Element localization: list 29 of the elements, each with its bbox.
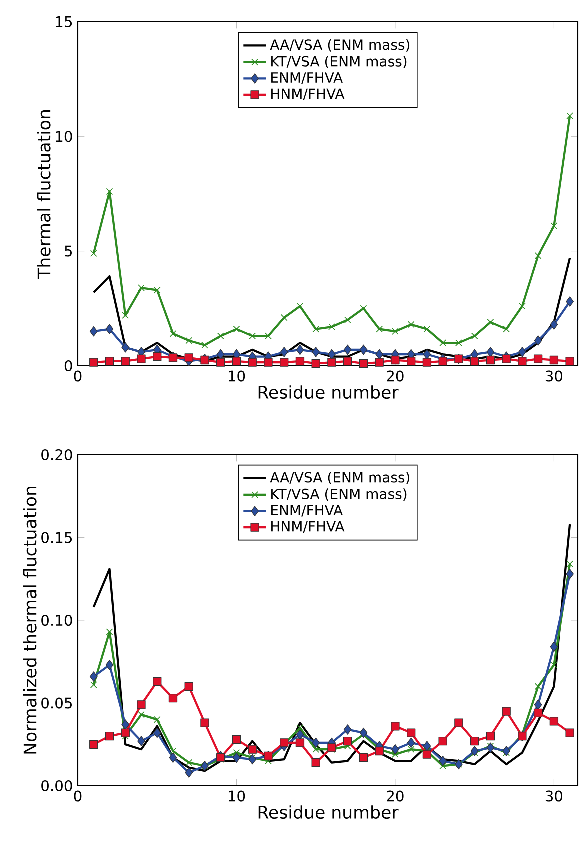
y-axis-title: Normalized thermal fluctuation bbox=[23, 486, 37, 754]
x-tick-label: 10 bbox=[229, 790, 246, 802]
legend-label: KT/VSA (ENM mass) bbox=[272, 56, 407, 68]
legend-label: HNM/FHVA bbox=[272, 88, 345, 100]
y-tick-label: 0.10 bbox=[42, 614, 72, 626]
y-tick-label: 5 bbox=[65, 246, 72, 257]
y-axis-title: Thermal fluctuation bbox=[37, 110, 51, 280]
y-tick-label: 0.20 bbox=[42, 449, 72, 461]
y-tick-label: 0.00 bbox=[42, 780, 72, 792]
legend-label: HNM/FHVA bbox=[272, 521, 345, 533]
legend-label: AA/VSA (ENM mass) bbox=[270, 39, 410, 52]
x-tick-label: 20 bbox=[387, 790, 404, 802]
x-tick-label: 10 bbox=[229, 370, 246, 382]
legend-label: ENM/FHVA bbox=[272, 72, 343, 84]
y-tick-label: 0.05 bbox=[42, 698, 72, 709]
legend-label: AA/VSA (ENM mass) bbox=[270, 472, 410, 484]
y-tick-label: 15 bbox=[56, 16, 72, 28]
y-tick-label: 0.15 bbox=[42, 532, 72, 544]
x-tick-label: 30 bbox=[546, 790, 563, 802]
x-tick-label: 20 bbox=[387, 370, 404, 382]
legend-label: ENM/FHVA bbox=[272, 505, 343, 517]
x-tick-label: 0 bbox=[74, 370, 82, 382]
y-tick-label: 10 bbox=[56, 131, 72, 142]
y-tick-label: 0 bbox=[64, 360, 72, 372]
x-tick-label: 30 bbox=[546, 370, 563, 382]
x-axis-title: Residue number bbox=[258, 806, 399, 820]
x-tick-label: 0 bbox=[74, 790, 82, 802]
x-axis-title: Residue number bbox=[258, 386, 399, 400]
legend-label: KT/VSA (ENM mass) bbox=[272, 488, 407, 502]
